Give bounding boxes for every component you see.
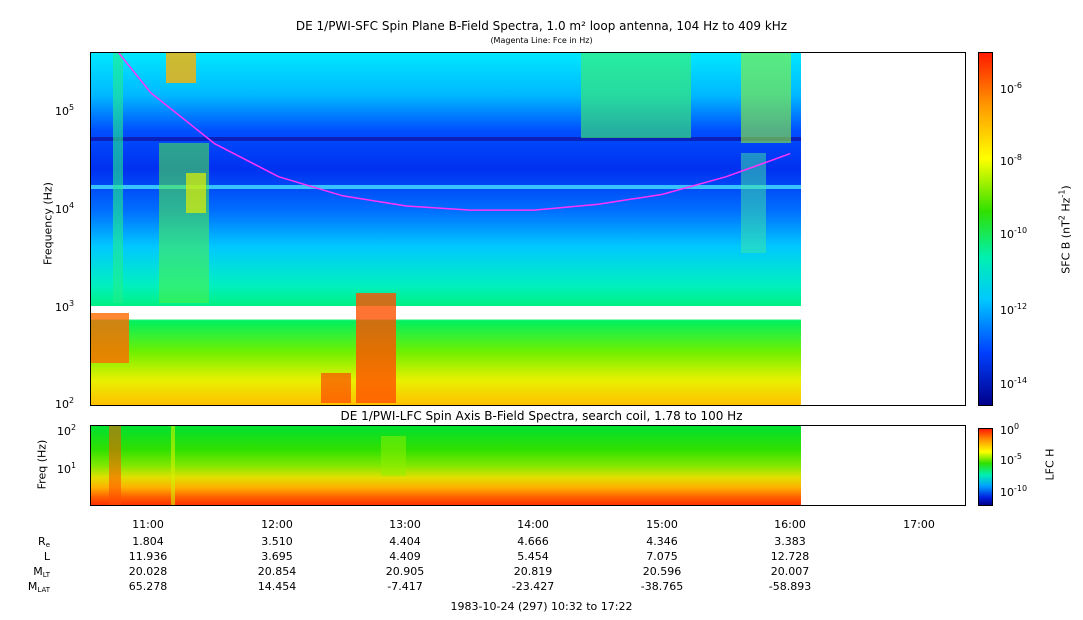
- bottom-cbar-tick-1: 100: [1000, 422, 1020, 437]
- top-ytick-1e3: 103: [55, 299, 75, 314]
- top-panel-ylabel: Frequency (Hz): [41, 182, 55, 265]
- ephemeris-value: 20.905: [385, 565, 425, 578]
- fce-line: [118, 53, 791, 211]
- xtick-1300: 13:00: [389, 518, 421, 531]
- time-range-footer: 1983-10-24 (297) 10:32 to 17:22: [450, 600, 633, 613]
- top-ytick-1e5: 105: [55, 103, 75, 118]
- top-cbar-tick-1: 10-6: [1000, 81, 1022, 96]
- top-spectrogram-panel: [90, 52, 966, 406]
- top-ytick-1e2: 102: [55, 396, 75, 411]
- xtick-1500: 15:00: [646, 518, 678, 531]
- bottom-ytick-1e2: 102: [57, 423, 77, 438]
- top-cbar-tick-5: 10-14: [1000, 376, 1028, 391]
- ephemeris-value: 3.510: [261, 535, 293, 548]
- top-cbar-tick-2: 10-8: [1000, 153, 1022, 168]
- ephemeris-value: 3.695: [261, 550, 293, 563]
- ephemeris-label-mlt: MLT: [33, 565, 50, 579]
- bottom-spectrogram-panel: [90, 425, 966, 506]
- top-spectrogram-image: [91, 53, 801, 405]
- xtick-1100: 11:00: [132, 518, 164, 531]
- top-cbar-tick-3: 10-10: [1000, 226, 1028, 241]
- bottom-spectrogram-image: [91, 426, 801, 505]
- xtick-1400: 14:00: [517, 518, 549, 531]
- bottom-ytick-1e1: 101: [57, 461, 77, 476]
- top-colorbar-label: SFC B (nT2 Hz-1): [1057, 185, 1073, 274]
- bottom-panel-title: DE 1/PWI-LFC Spin Axis B-Field Spectra, …: [340, 409, 743, 423]
- ephemeris-value: 11.936: [128, 550, 168, 563]
- ephemeris-value: 20.596: [642, 565, 682, 578]
- bottom-cbar-tick-3: 10-10: [1000, 484, 1028, 499]
- ephemeris-value: 20.854: [257, 565, 297, 578]
- ephemeris-label-mlat: MLAT: [27, 580, 50, 594]
- ephemeris-value: 14.454: [257, 580, 297, 593]
- ephemeris-value: 20.007: [770, 565, 810, 578]
- top-colorbar: [978, 52, 993, 406]
- ephemeris-value: -58.893: [768, 580, 812, 593]
- ephemeris-value: 1.804: [132, 535, 164, 548]
- ephemeris-value: 20.028: [128, 565, 168, 578]
- ephemeris-value: 20.819: [513, 565, 553, 578]
- bottom-colorbar-label: LFC H: [1043, 448, 1057, 481]
- ephemeris-value: 4.346: [646, 535, 678, 548]
- top-cbar-tick-4: 10-12: [1000, 302, 1028, 317]
- ephemeris-value: 65.278: [128, 580, 168, 593]
- xtick-1200: 12:00: [261, 518, 293, 531]
- top-panel-title: DE 1/PWI-SFC Spin Plane B-Field Spectra,…: [295, 19, 788, 33]
- ephemeris-value: 3.383: [774, 535, 806, 548]
- xtick-1700: 17:00: [903, 518, 935, 531]
- bottom-colorbar: [978, 428, 993, 506]
- xtick-1600: 16:00: [774, 518, 806, 531]
- ephemeris-label-re: Re: [38, 535, 50, 549]
- ephemeris-value: 12.728: [770, 550, 810, 563]
- bottom-cbar-tick-2: 10-5: [1000, 452, 1022, 467]
- ephemeris-value: 4.409: [389, 550, 421, 563]
- ephemeris-value: 4.666: [517, 535, 549, 548]
- ephemeris-value: -23.427: [511, 580, 555, 593]
- ephemeris-value: -7.417: [387, 580, 423, 593]
- ephemeris-value: 7.075: [646, 550, 678, 563]
- ephemeris-value: -38.765: [640, 580, 684, 593]
- ephemeris-value: 4.404: [389, 535, 421, 548]
- ephemeris-value: 5.454: [517, 550, 549, 563]
- top-ytick-1e4: 104: [55, 201, 75, 216]
- ephemeris-label-l: L: [43, 550, 50, 563]
- top-panel-subtitle: (Magenta Line: Fce in Hz): [490, 36, 593, 45]
